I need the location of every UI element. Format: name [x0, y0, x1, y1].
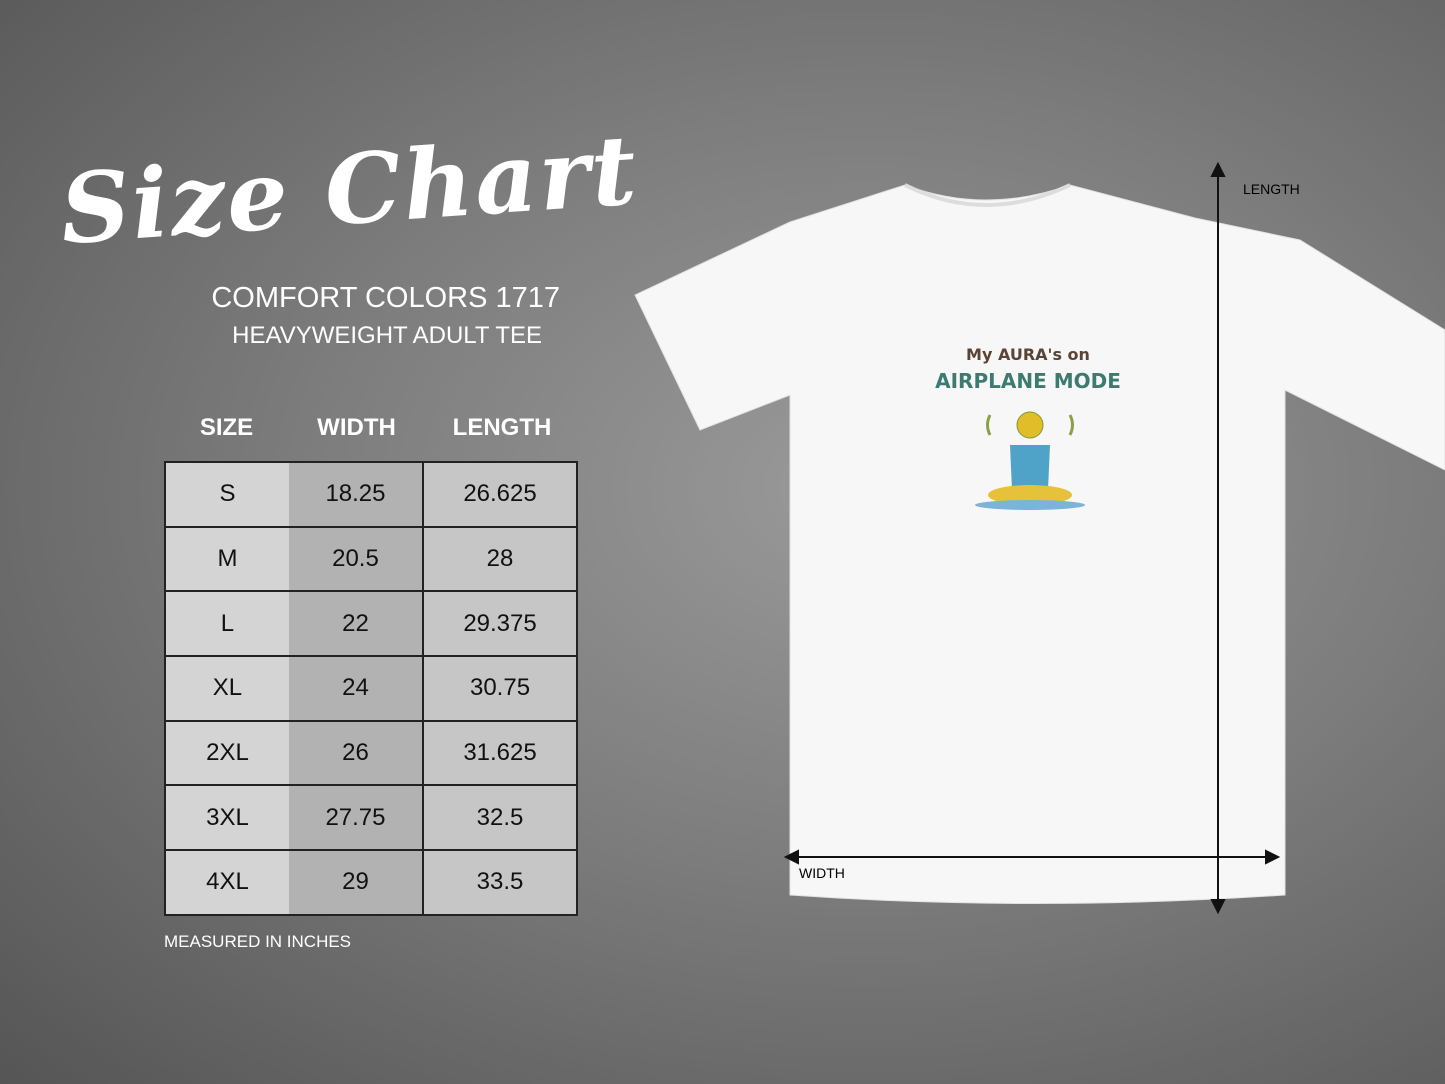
product-description: HEAVYWEIGHT ADULT TEE [232, 322, 542, 349]
size-cell: 2XL [165, 719, 289, 786]
print-line-2: AIRPLANE MODE [935, 369, 1121, 393]
size-cell: L [165, 590, 289, 657]
size-cell: 3XL [165, 784, 289, 851]
table-row: S 18.25 26.625 [165, 461, 577, 527]
header-size: SIZE [199, 414, 254, 441]
size-cell: 4XL [165, 849, 289, 915]
width-arrow [783, 849, 1281, 865]
length-arrow [1210, 161, 1226, 915]
table-row: L 22 29.375 [165, 590, 577, 657]
print-line-1: My AURA's on [966, 345, 1090, 364]
length-cell: 32.5 [422, 784, 577, 851]
header-length: LENGTH [452, 414, 552, 441]
size-table: S 18.25 26.625 M 20.5 28 L 22 29.375 XL 24 30.75 2XL… [164, 461, 578, 916]
width-cell: 18.25 [288, 461, 424, 527]
width-cell: 20.5 [288, 525, 424, 592]
table-row: XL 24 30.75 [165, 655, 577, 721]
width-cell: 27.75 [288, 784, 424, 851]
length-cell: 31.625 [422, 719, 577, 786]
product-name: COMFORT COLORS 1717 [211, 282, 560, 314]
length-cell: 29.375 [422, 590, 577, 657]
length-label: LENGTH [1243, 181, 1300, 197]
table-row: 3XL 27.75 32.5 [165, 784, 577, 851]
table-row: 4XL 29 33.5 [165, 849, 577, 915]
tshirt-shape [634, 184, 1445, 904]
width-label: WIDTH [799, 865, 845, 881]
length-cell: 26.625 [422, 461, 577, 527]
table-row: 2XL 26 31.625 [165, 719, 577, 786]
width-cell: 24 [288, 655, 424, 721]
length-cell: 33.5 [422, 849, 577, 915]
length-cell: 28 [422, 525, 577, 592]
header-width: WIDTH [317, 414, 396, 441]
width-cell: 29 [288, 849, 424, 915]
yoga-figure-graphic [975, 411, 1085, 510]
table-row: M 20.5 28 [165, 525, 577, 592]
width-cell: 26 [288, 719, 424, 786]
measurement-note: MEASURED IN INCHES [164, 932, 352, 951]
size-cell: M [165, 525, 289, 592]
size-cell: S [165, 461, 289, 527]
width-cell: 22 [288, 590, 424, 657]
size-cell: XL [165, 655, 289, 721]
length-cell: 30.75 [422, 655, 577, 721]
